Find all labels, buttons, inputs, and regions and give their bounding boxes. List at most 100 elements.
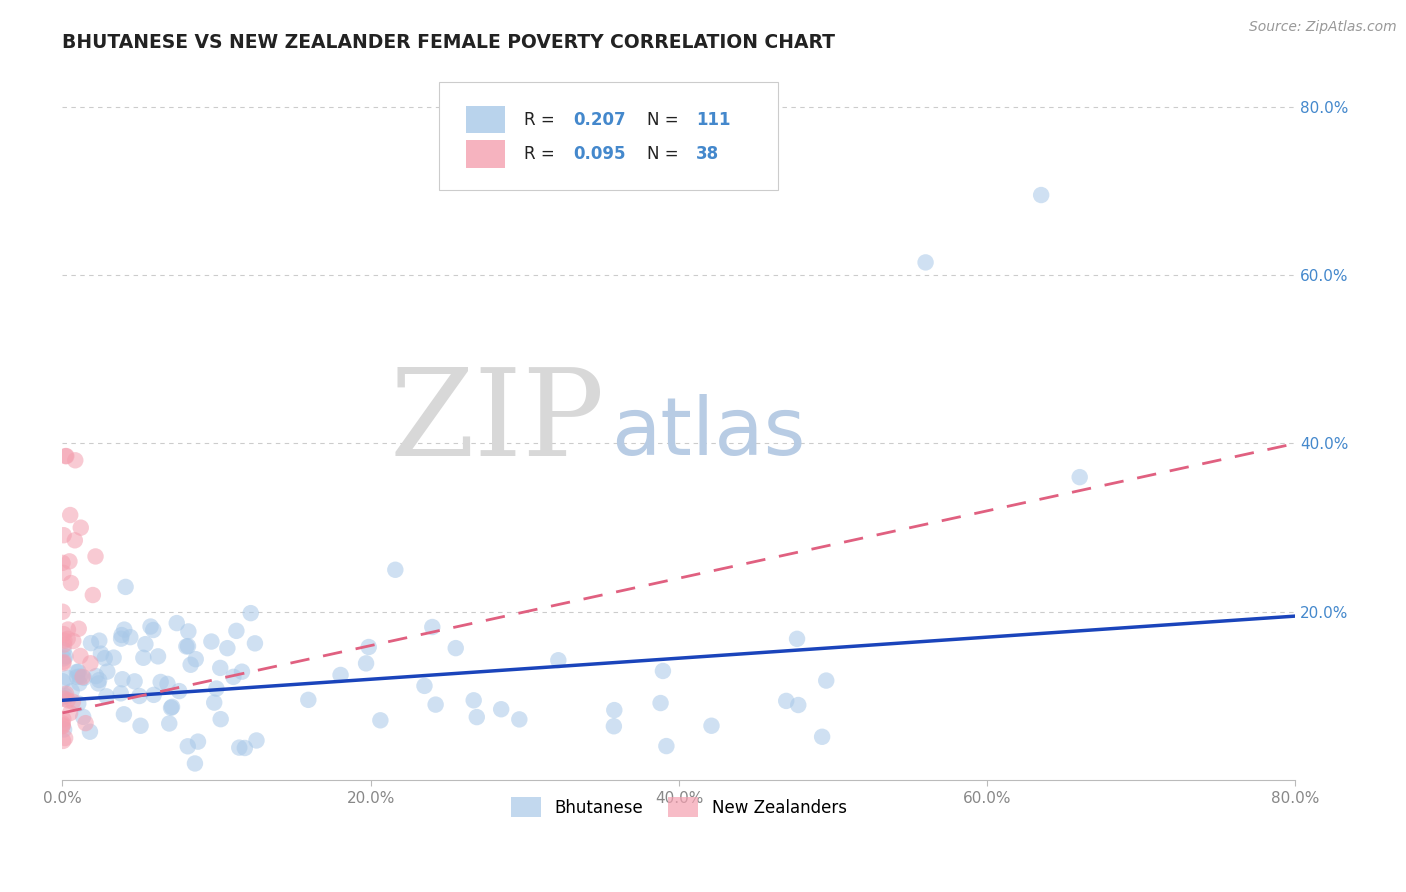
Point <box>84 549 107 564</box>
Text: N =: N = <box>647 111 683 128</box>
Point <box>357 640 380 654</box>
Point <box>489 702 512 716</box>
Point <box>67 622 90 636</box>
Point <box>52 566 75 580</box>
Point <box>52 605 75 619</box>
Point <box>209 661 232 675</box>
Point <box>547 653 569 667</box>
Point <box>52 712 75 726</box>
Point <box>811 730 834 744</box>
Point <box>51 719 73 733</box>
Point <box>124 674 146 689</box>
Point <box>146 649 169 664</box>
Point <box>508 712 530 726</box>
Point <box>177 739 200 754</box>
Point <box>112 707 135 722</box>
Point <box>177 624 200 639</box>
Point <box>67 676 90 690</box>
Point <box>55 687 77 701</box>
Point <box>110 632 132 646</box>
Point <box>52 716 75 731</box>
Text: N =: N = <box>647 145 683 163</box>
Point <box>103 650 125 665</box>
Text: 111: 111 <box>696 111 731 128</box>
Point <box>243 636 266 650</box>
Text: 0.207: 0.207 <box>572 111 626 128</box>
Point <box>815 673 838 688</box>
Point <box>444 641 467 656</box>
Point <box>63 533 86 548</box>
Point <box>111 672 134 686</box>
Point <box>79 724 101 739</box>
Legend: Bhutanese, New Zealanders: Bhutanese, New Zealanders <box>503 789 855 826</box>
Point <box>228 740 250 755</box>
Point <box>134 637 156 651</box>
Point <box>53 689 76 703</box>
Point <box>239 606 262 620</box>
Point <box>84 669 107 683</box>
Point <box>233 741 256 756</box>
Point <box>603 703 626 717</box>
Text: atlas: atlas <box>612 394 806 472</box>
FancyBboxPatch shape <box>465 140 505 168</box>
Point <box>129 719 152 733</box>
Point <box>370 714 392 728</box>
Point <box>157 716 180 731</box>
Point <box>51 718 73 732</box>
Point <box>184 652 207 666</box>
Point <box>60 684 83 698</box>
Point <box>463 693 485 707</box>
Point <box>384 563 406 577</box>
Text: 38: 38 <box>696 145 720 163</box>
Point <box>66 665 89 679</box>
Point <box>56 632 79 646</box>
Point <box>700 719 723 733</box>
Point <box>914 255 936 269</box>
Point <box>120 630 142 644</box>
Point <box>112 623 135 637</box>
Point <box>110 628 132 642</box>
Point <box>52 657 75 671</box>
Point <box>52 734 75 748</box>
Point <box>142 688 165 702</box>
Point <box>52 627 75 641</box>
Point <box>202 696 225 710</box>
Point <box>187 734 209 748</box>
Point <box>89 673 111 687</box>
Point <box>52 655 75 669</box>
Point <box>89 633 111 648</box>
Point <box>222 670 245 684</box>
Point <box>205 681 228 696</box>
Point <box>53 691 76 706</box>
Point <box>56 671 79 685</box>
Point <box>66 670 89 684</box>
Point <box>1031 188 1053 202</box>
Point <box>603 719 626 733</box>
Point <box>225 624 247 638</box>
Point <box>177 639 200 653</box>
Point <box>329 668 352 682</box>
Point <box>56 693 79 707</box>
Point <box>176 640 198 654</box>
FancyBboxPatch shape <box>465 106 505 133</box>
Point <box>149 675 172 690</box>
Point <box>53 731 76 745</box>
Point <box>465 710 488 724</box>
Point <box>52 528 75 542</box>
Point <box>59 576 82 591</box>
Point <box>53 633 76 648</box>
Point <box>58 554 80 568</box>
Point <box>128 689 150 703</box>
Text: R =: R = <box>523 145 560 163</box>
Point <box>72 670 94 684</box>
Point <box>655 739 678 753</box>
Point <box>413 679 436 693</box>
Point <box>93 651 115 665</box>
Point <box>72 710 94 724</box>
Point <box>200 634 222 648</box>
Point <box>69 648 91 663</box>
Point <box>160 701 183 715</box>
Point <box>53 638 76 652</box>
Point <box>80 636 103 650</box>
Point <box>114 580 136 594</box>
